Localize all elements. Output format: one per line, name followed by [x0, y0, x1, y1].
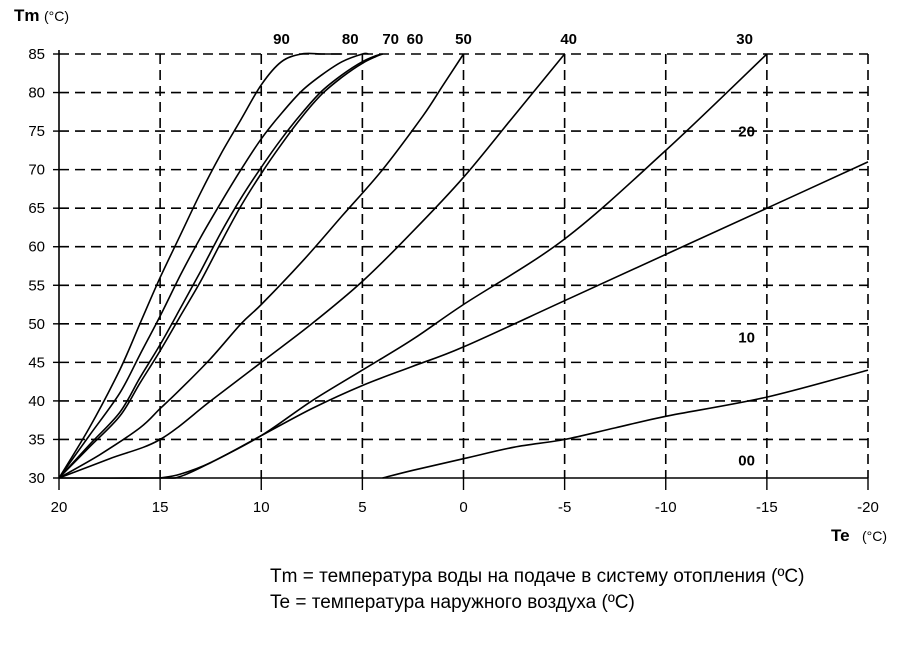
curve-label-10: 10 [738, 329, 755, 346]
y-axis-title: Tm [14, 6, 40, 25]
legend-te-definition: Te = температура наружного воздуха (ºC) [270, 592, 635, 613]
legend-tm-definition: Tm = температура воды на подаче в систем… [270, 566, 805, 587]
x-tick-label-0: 0 [459, 499, 467, 516]
y-tick-label-55: 55 [28, 277, 45, 294]
curve-90 [58, 52, 343, 479]
curve-40 [58, 53, 566, 479]
grid [59, 53, 869, 478]
x-tick-label-20: 20 [51, 499, 68, 516]
x-tick-label-15: 15 [152, 499, 169, 516]
x-tick-label--10: -10 [655, 499, 677, 516]
curve-80 [58, 52, 369, 479]
curve-label-60: 60 [407, 31, 424, 48]
y-tick-label-30: 30 [28, 470, 45, 487]
curve-label-00: 00 [738, 453, 755, 470]
x-tick-label--15: -15 [756, 499, 778, 516]
curve-label-20: 20 [738, 123, 755, 140]
curve-60 [58, 53, 383, 479]
curve-label-50: 50 [455, 31, 472, 48]
x-axis-title: Te [831, 526, 850, 545]
curve-10 [382, 369, 869, 479]
axes [53, 50, 869, 490]
y-tick-label-65: 65 [28, 200, 45, 217]
curve-30 [58, 53, 768, 479]
curve-label-80: 80 [342, 31, 359, 48]
curve-20 [159, 161, 869, 479]
x-tick-label--5: -5 [558, 499, 571, 516]
x-tick-label--20: -20 [857, 499, 879, 516]
y-tick-label-50: 50 [28, 316, 45, 333]
curve-label-40: 40 [560, 31, 577, 48]
curve-50 [58, 53, 465, 479]
y-tick-label-80: 80 [28, 85, 45, 102]
curve-labels: 90 80 70 60 50 40 30 20 10 00 [273, 31, 755, 470]
y-tick-label-35: 35 [28, 431, 45, 448]
series [58, 52, 869, 479]
x-tick-label-10: 10 [253, 499, 270, 516]
curve-70 [58, 53, 383, 479]
y-tick-label-85: 85 [28, 46, 45, 63]
y-tick-label-70: 70 [28, 162, 45, 179]
curve-label-30: 30 [736, 31, 753, 48]
y-tick-label-60: 60 [28, 239, 45, 256]
y-tick-label-75: 75 [28, 123, 45, 140]
y-tick-label-45: 45 [28, 354, 45, 371]
y-tick-label-40: 40 [28, 393, 45, 410]
curve-label-90: 90 [273, 31, 290, 48]
y-axis-unit: (°C) [44, 8, 69, 24]
x-axis-unit: (°C) [862, 528, 887, 544]
curve-label-70: 70 [382, 31, 399, 48]
x-tick-label-5: 5 [358, 499, 366, 516]
